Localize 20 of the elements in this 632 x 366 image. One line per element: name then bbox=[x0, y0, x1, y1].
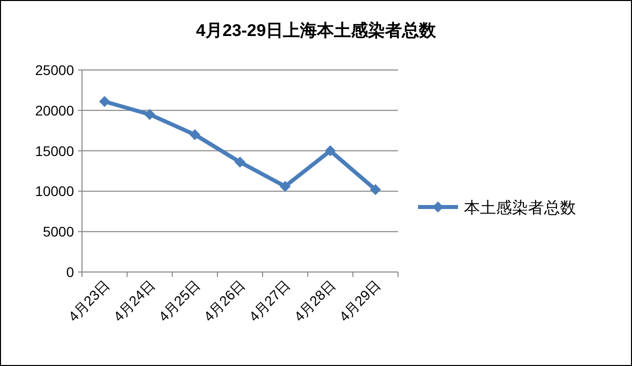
y-tick-label: 5000 bbox=[42, 224, 74, 240]
x-tick-label: 4月25日 bbox=[155, 276, 203, 324]
chart-title: 4月23-29日上海本土感染者总数 bbox=[196, 21, 437, 40]
x-tick-label: 4月29日 bbox=[336, 276, 384, 324]
x-tick-label: 4月27日 bbox=[246, 276, 294, 324]
point bbox=[144, 108, 156, 120]
point bbox=[234, 156, 246, 168]
y-tick-label: 20000 bbox=[35, 102, 74, 118]
y-tick-label: 10000 bbox=[35, 183, 74, 200]
y-tick-label: 15000 bbox=[35, 142, 74, 159]
legend-label: 本土感染者总数 bbox=[464, 199, 576, 217]
x-tick-label: 4月24日 bbox=[110, 276, 158, 324]
point bbox=[370, 184, 381, 196]
point bbox=[280, 180, 291, 192]
point bbox=[99, 96, 110, 108]
x-tick-label: 4月26日 bbox=[200, 276, 248, 324]
point bbox=[189, 129, 200, 140]
y-tick-label: 25000 bbox=[35, 62, 74, 78]
x-tick-label: 4月28日 bbox=[290, 276, 338, 324]
point bbox=[324, 145, 336, 156]
